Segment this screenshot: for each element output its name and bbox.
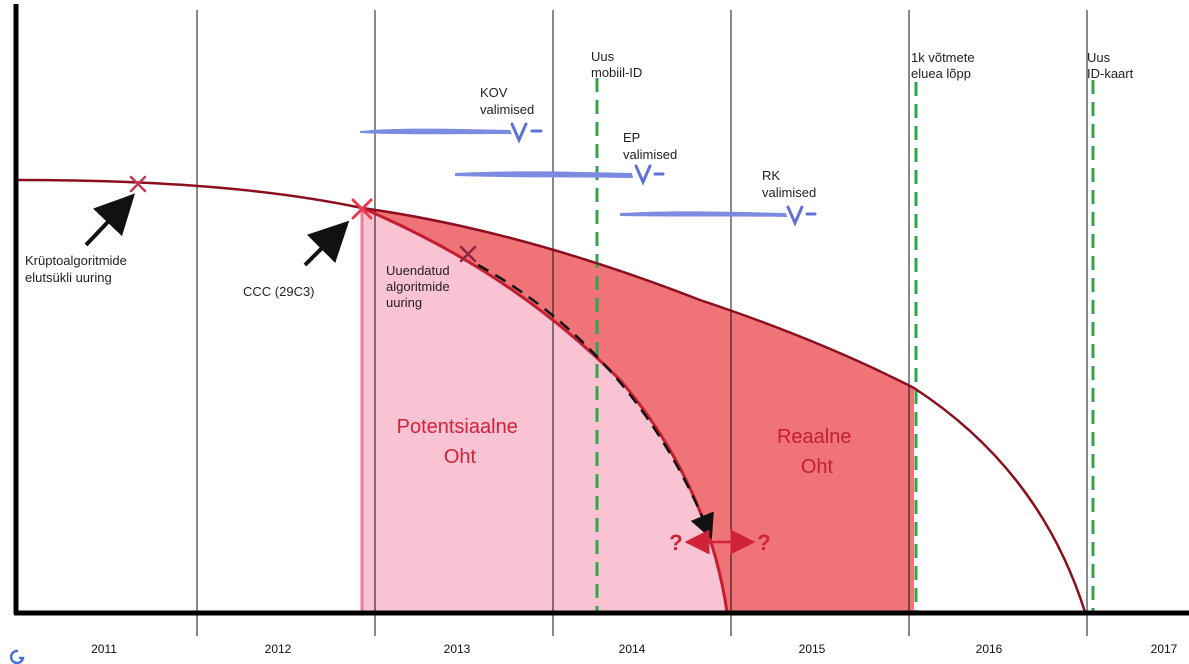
year-label: 2014	[619, 642, 646, 656]
real-threat-area	[362, 208, 914, 612]
label-new-mobile-id: Uus mobiil-ID	[591, 49, 642, 80]
rk-check-icon	[786, 205, 817, 227]
label-real-threat: Reaalne Oht	[777, 426, 857, 478]
label-ccc: CCC (29C3)	[243, 284, 315, 299]
year-label: 2011	[91, 642, 117, 656]
label-new-id-card: Uus ID-kaart	[1087, 50, 1134, 81]
label-updated-study: Uuendatud algoritmide uuring	[386, 263, 453, 310]
ep-brush	[455, 171, 633, 178]
year-label: 2013	[444, 642, 471, 656]
election-check-marks	[510, 122, 817, 227]
label-lifecycle-study: Krüptoalgoritmide elutsükli uuring	[25, 253, 131, 285]
cross-mark-icon	[129, 175, 147, 193]
year-label: 2012	[265, 642, 292, 656]
question-mark-left: ?	[669, 530, 682, 555]
year-label: 2017	[1151, 642, 1178, 656]
label-potential-threat: Potentsiaalne Oht	[397, 416, 524, 468]
label-ep-elections: EP valimised	[623, 130, 677, 162]
rk-brush	[620, 211, 787, 217]
election-brushes	[360, 128, 787, 217]
year-labels: 2011 2012 2013 2014 2015 2016 2017	[91, 642, 1178, 656]
label-key-lifetime-end: 1k võtmete eluea lõpp	[911, 50, 978, 81]
question-mark-right: ?	[757, 530, 770, 555]
kov-check-icon	[510, 122, 543, 144]
potential-threat-area	[362, 208, 727, 612]
kov-brush	[360, 128, 512, 135]
main-algorithm-curve	[17, 178, 1087, 613]
g-logo-icon	[9, 649, 25, 664]
label-kov-elections: KOV valimised	[480, 85, 534, 117]
cross-mark-icon	[351, 198, 373, 220]
cross-mark-icon	[459, 245, 477, 263]
year-label: 2016	[976, 642, 1003, 656]
event-pointer-arrows	[84, 193, 350, 267]
cross-markers	[129, 175, 477, 263]
year-label: 2015	[799, 642, 826, 656]
label-rk-elections: RK valimised	[762, 168, 816, 200]
ep-check-icon	[634, 164, 665, 186]
milestone-lines	[595, 78, 1095, 612]
